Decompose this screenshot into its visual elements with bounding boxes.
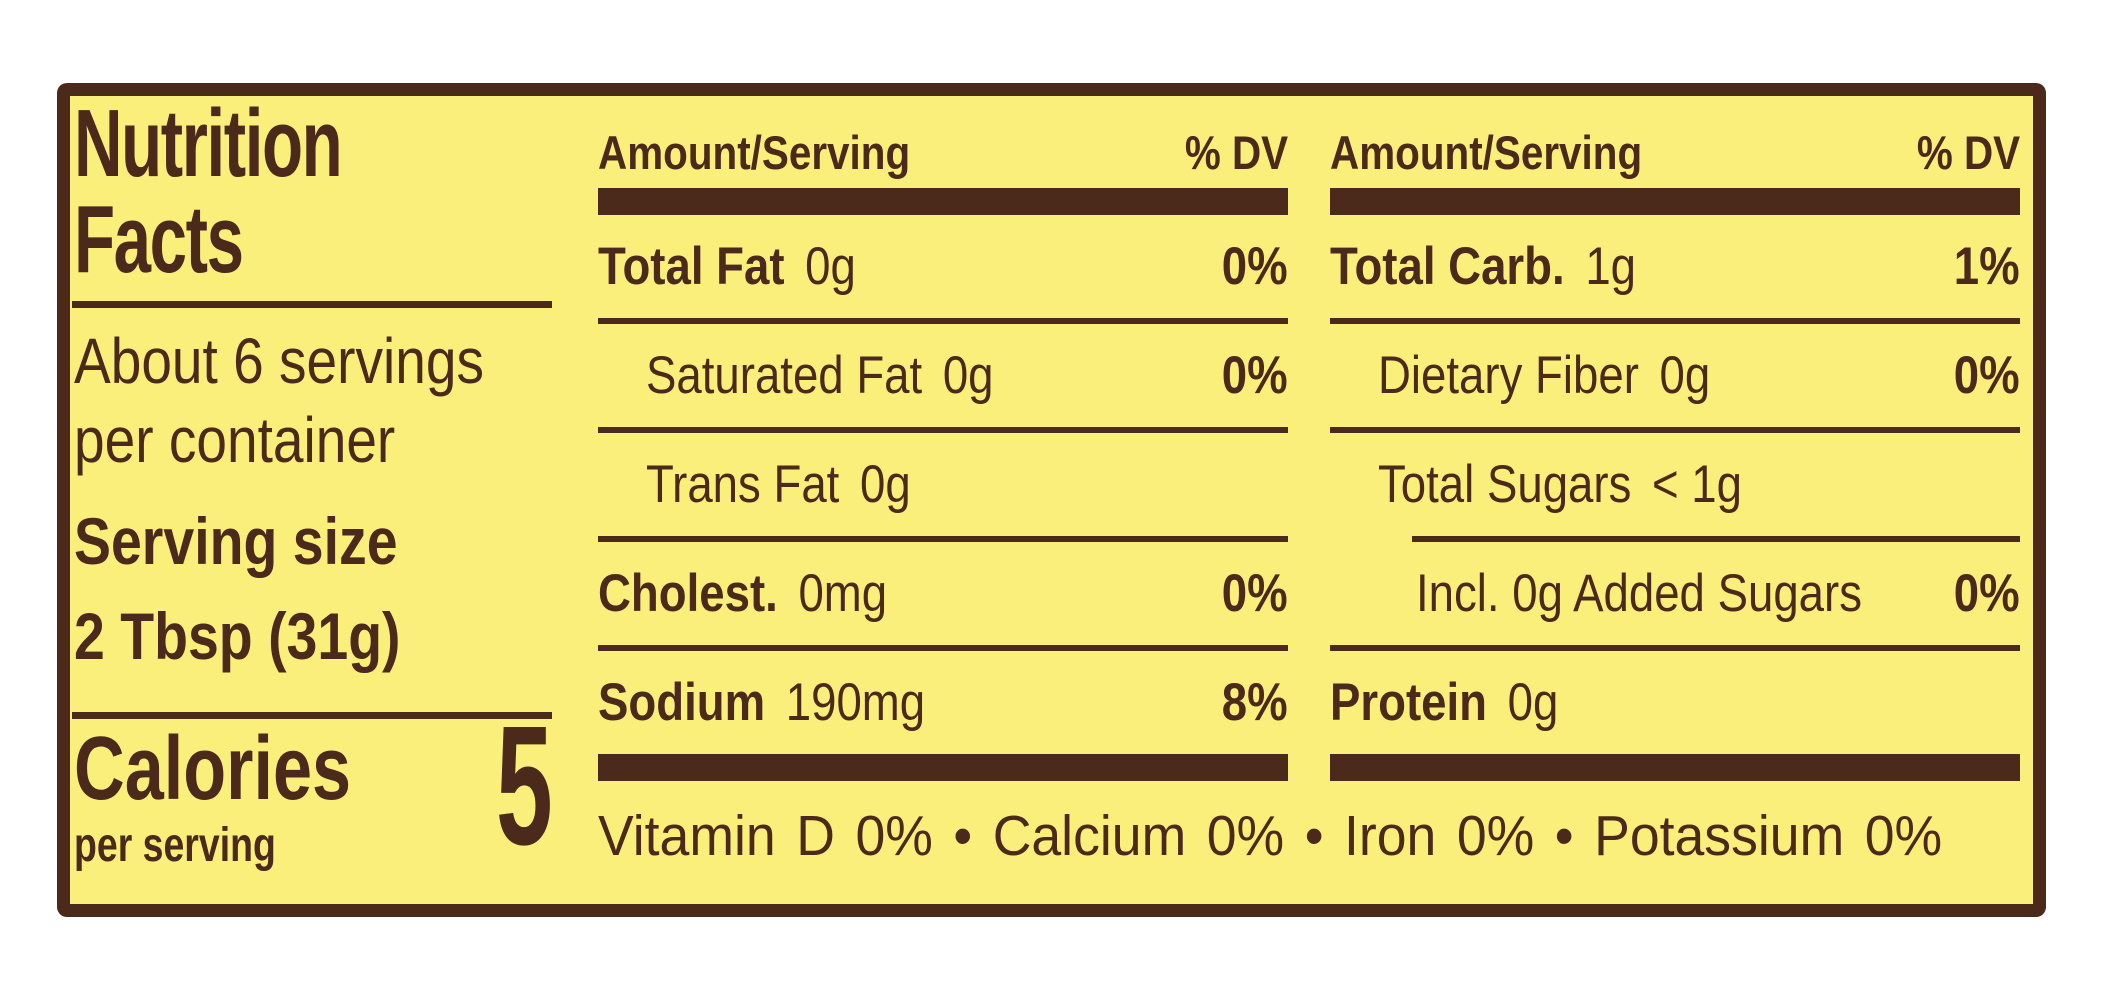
servings-line-2: per container <box>74 404 396 476</box>
nutrient-amount: 0g <box>1659 346 1711 405</box>
nutrient-dv: 0% <box>1222 237 1288 296</box>
nutrition-facts-label: Nutrition Facts About 6 servings per con… <box>57 83 2046 917</box>
nutrient-name: Protein <box>1330 673 1488 732</box>
row-divider <box>598 427 1288 433</box>
summary-panel: Nutrition Facts About 6 servings per con… <box>70 96 570 904</box>
nutrient-row-trans-fat: Trans Fat 0g <box>598 433 1288 536</box>
calories-sublabel: per serving <box>74 819 276 872</box>
nutrient-dv: 0% <box>1954 564 2020 623</box>
amount-serving-header: Amount/Serving <box>1330 126 1643 179</box>
servings-line-1: About 6 servings <box>74 325 484 397</box>
nutrient-amount: 190mg <box>785 673 926 732</box>
serving-size-rule <box>72 712 552 719</box>
row-divider <box>598 536 1288 542</box>
nutrient-amount: 0mg <box>798 564 888 623</box>
nutrient-row-total-fat: Total Fat 0g 0% <box>598 215 1288 318</box>
nutrient-amount: 0g <box>805 237 856 296</box>
nutrient-name: Incl. 0g Added Sugars <box>1416 564 1862 623</box>
nutrient-row-total-sugars: Total Sugars < 1g <box>1330 433 2020 536</box>
title-line-1: Nutrition <box>74 90 343 197</box>
row-divider <box>598 318 1288 324</box>
row-divider <box>1330 645 2020 651</box>
nutrient-row-total-carb: Total Carb. 1g 1% <box>1330 215 2020 318</box>
nutrient-name: Total Carb. <box>1330 237 1565 296</box>
thick-bar <box>598 188 1288 215</box>
serving-size: Serving size 2 Tbsp (31g) <box>74 494 401 684</box>
row-divider-indented <box>1412 536 2020 542</box>
calories-value: 5 <box>496 691 553 881</box>
nutrient-row-cholesterol: Cholest. 0mg 0% <box>598 542 1288 645</box>
nutrient-row-saturated-fat: Saturated Fat 0g 0% <box>598 324 1288 427</box>
thick-bar <box>1330 188 2020 215</box>
nutrient-column-1: Amount/Serving % DV Total Fat 0g 0% Satur… <box>598 96 1288 781</box>
nutrient-name: Dietary Fiber <box>1378 346 1639 405</box>
thick-bar <box>1330 754 2020 781</box>
row-divider <box>1330 427 2020 433</box>
nutrition-facts-title: Nutrition Facts <box>74 90 343 293</box>
amount-serving-header: Amount/Serving <box>598 126 911 179</box>
dv-header: % DV <box>1184 126 1288 179</box>
nutrient-row-protein: Protein 0g <box>1330 651 2020 754</box>
vitamins-line: Vitamin D 0% • Calcium 0% • Iron 0% • Po… <box>598 804 1943 868</box>
serving-size-value: 2 Tbsp (31g) <box>74 599 401 673</box>
calories-label: Calories <box>74 719 352 819</box>
nutrient-column-2: Amount/Serving % DV Total Carb. 1g 1% Die… <box>1330 96 2020 781</box>
nutrient-name: Cholest. <box>598 564 778 623</box>
servings-per-container: About 6 servings per container <box>74 322 484 480</box>
row-divider <box>598 645 1288 651</box>
nutrient-amount: 0g <box>859 455 911 514</box>
nutrient-name: Sodium <box>598 673 766 732</box>
row-divider <box>1330 318 2020 324</box>
nutrient-dv: 0% <box>1222 564 1288 623</box>
nutrient-amount: 1g <box>1585 237 1637 296</box>
nutrient-name: Total Fat <box>598 237 785 296</box>
nutrient-dv: 0% <box>1222 346 1288 405</box>
label-inner: Nutrition Facts About 6 servings per con… <box>70 96 2033 904</box>
nutrient-dv: 8% <box>1222 673 1288 732</box>
serving-size-label: Serving size <box>74 504 398 578</box>
nutrient-row-added-sugars: Incl. 0g Added Sugars 0% <box>1330 542 2020 645</box>
title-rule <box>72 301 552 308</box>
column-header: Amount/Serving % DV <box>1330 96 2020 182</box>
nutrient-amount: 0g <box>942 346 994 405</box>
nutrient-name: Saturated Fat <box>646 346 923 405</box>
nutrient-row-sodium: Sodium 190mg 8% <box>598 651 1288 754</box>
thick-bar <box>598 754 1288 781</box>
nutrient-amount: < 1g <box>1652 455 1742 514</box>
column-header: Amount/Serving % DV <box>598 96 1288 182</box>
nutrient-name: Trans Fat <box>646 455 840 514</box>
nutrient-name: Total Sugars <box>1378 455 1632 514</box>
nutrient-dv: 1% <box>1954 237 2020 296</box>
nutrient-amount: 0g <box>1507 673 1559 732</box>
title-line-2: Facts <box>74 186 244 293</box>
dv-header: % DV <box>1916 126 2020 179</box>
nutrient-dv: 0% <box>1954 346 2020 405</box>
nutrient-row-dietary-fiber: Dietary Fiber 0g 0% <box>1330 324 2020 427</box>
